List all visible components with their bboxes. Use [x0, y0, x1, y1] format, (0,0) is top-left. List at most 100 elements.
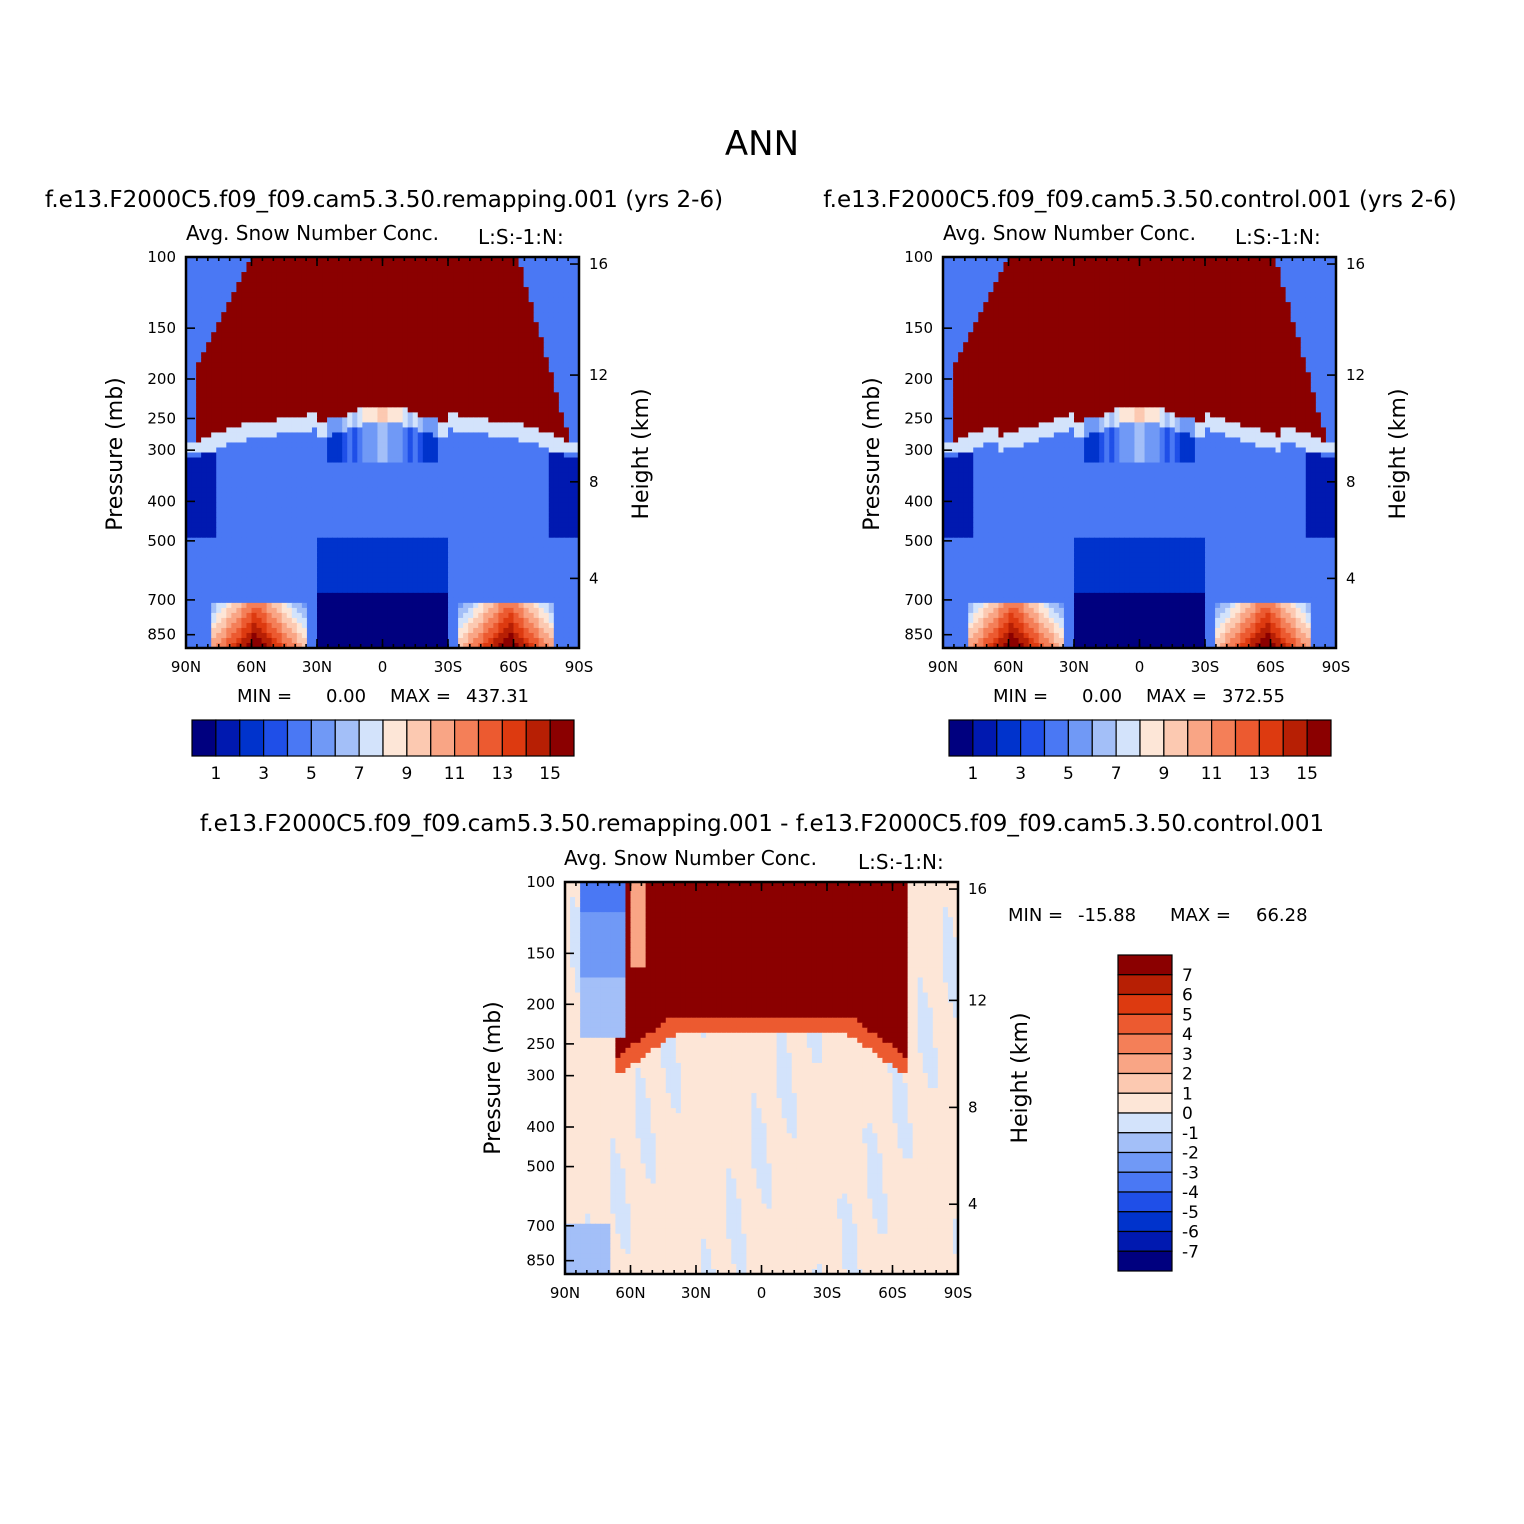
contour-cell [236, 297, 243, 303]
contour-cell [523, 452, 530, 459]
contour-cell [231, 542, 237, 549]
contour-cell [453, 462, 459, 469]
contour-cell [317, 322, 323, 328]
contour-cell [206, 422, 212, 429]
contour-cell [362, 262, 368, 268]
contour-cell [538, 387, 545, 393]
contour-cell [402, 467, 409, 474]
contour-cell [387, 417, 394, 424]
contour-cell [347, 367, 353, 373]
contour-cell [442, 527, 449, 534]
contour-cell [498, 262, 505, 268]
contour-cell [387, 297, 394, 303]
contour-cell [342, 547, 348, 554]
contour-cell [392, 372, 399, 378]
contour-cell [387, 547, 394, 554]
contour-cell [518, 272, 525, 278]
contour-cell [191, 417, 197, 424]
contour-cell [412, 277, 419, 283]
contour-cell [377, 512, 384, 519]
contour-cell [463, 407, 469, 413]
contour-cell [241, 492, 248, 499]
contour-cell [251, 327, 258, 333]
contour-cell [422, 522, 429, 529]
contour-cell [221, 507, 227, 514]
contour-cell [442, 382, 449, 388]
contour-cell [241, 272, 248, 278]
contour-cell [271, 552, 278, 559]
contour-cell [448, 372, 454, 378]
contour-cell [563, 487, 570, 494]
contour-cell [553, 557, 560, 564]
contour-cell [453, 272, 459, 278]
contour-cell [281, 262, 288, 268]
contour-cell [327, 417, 333, 424]
contour-cell [246, 327, 253, 333]
contour-cell [347, 332, 353, 338]
contour-cell [296, 347, 303, 353]
contour-cell [291, 447, 298, 454]
contour-cell [377, 507, 384, 514]
contour-cell [548, 292, 555, 298]
contour-cell [488, 277, 494, 283]
contour-cell [493, 422, 499, 429]
contour-cell [216, 282, 222, 288]
contour-cell [392, 392, 399, 398]
contour-cell [422, 457, 429, 464]
contour-cell [296, 422, 303, 429]
contour-cell [538, 347, 545, 353]
contour-cell [412, 287, 419, 293]
contour-cell [463, 537, 469, 544]
contour-cell [543, 487, 550, 494]
contour-cell [186, 512, 192, 519]
contour-cell [473, 397, 479, 403]
contour-cell [498, 272, 505, 278]
contour-cell [417, 567, 424, 574]
contour-cell [231, 272, 237, 278]
contour-cell [568, 357, 575, 363]
contour-cell [442, 277, 449, 283]
contour-cell [271, 462, 278, 469]
contour-cell [508, 572, 515, 579]
contour-cell [311, 267, 318, 273]
contour-cell [196, 357, 202, 363]
contour-cell [226, 547, 232, 554]
contour-cell [337, 507, 343, 514]
contour-cell [261, 567, 268, 574]
contour-cell [286, 267, 293, 273]
contour-cell [417, 422, 424, 429]
contour-cell [286, 417, 293, 424]
contour-cell [226, 282, 232, 288]
contour-cell [387, 457, 394, 464]
contour-cell [216, 422, 222, 429]
contour-cell [332, 492, 338, 499]
contour-cell [266, 307, 273, 313]
contour-cell [327, 272, 333, 278]
contour-cell [261, 307, 268, 313]
contour-cell [518, 277, 525, 283]
contour-cell [211, 522, 217, 529]
contour-cell [508, 557, 515, 564]
contour-cell [432, 347, 439, 353]
contour-cell [442, 412, 449, 419]
contour-cell [256, 537, 263, 544]
contour-cell [301, 522, 308, 529]
contour-cell [372, 447, 379, 454]
contour-cell [458, 482, 464, 489]
contour-cell [377, 527, 384, 534]
contour-cell [266, 312, 273, 318]
contour-cell [533, 367, 540, 373]
contour-cell [493, 472, 499, 479]
contour-cell [412, 292, 419, 298]
contour-cell [347, 287, 353, 293]
contour-cell [478, 312, 484, 318]
contour-cell [533, 307, 540, 313]
contour-cell [306, 487, 313, 494]
contour-cell [241, 417, 248, 424]
contour-cell [478, 487, 484, 494]
contour-cell [448, 327, 454, 333]
contour-cell [458, 522, 464, 529]
contour-cell [216, 332, 222, 338]
contour-cell [266, 372, 273, 378]
contour-cell [448, 512, 454, 519]
